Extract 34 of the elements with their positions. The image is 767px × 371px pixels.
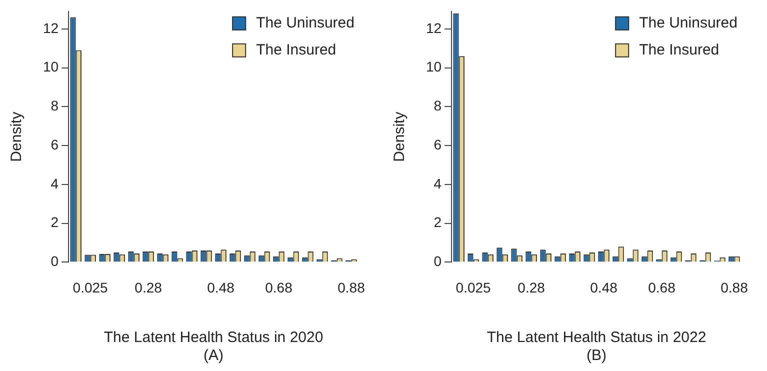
x-tick-label: 0.025: [456, 279, 492, 296]
y-tick-label: 0: [50, 253, 59, 270]
y-tick-label: 8: [50, 98, 59, 114]
y-tick-label: 8: [434, 98, 442, 114]
x-tick-label: 0.48: [207, 279, 235, 296]
x-axis-title: The Latent Health Status in 2020: [104, 329, 324, 346]
x-tick-label: 0.68: [648, 279, 676, 296]
x-tick-label: 0.68: [265, 279, 293, 296]
y-tick-label: 2: [50, 214, 59, 230]
y-tick-label: 12: [42, 20, 59, 36]
y-tick-label: 10: [42, 58, 59, 75]
x-tick-label: 0.28: [518, 279, 546, 296]
y-tick-label: 4: [434, 175, 442, 192]
x-tick-label: 0.88: [338, 279, 366, 296]
text: (A): [204, 347, 224, 364]
x-tick-label: 0.025: [72, 279, 108, 296]
y-axis-title: Density: [391, 111, 408, 162]
legend-label: The Uninsured: [639, 14, 738, 32]
x-tick-label: 0.88: [720, 279, 748, 296]
text: (B): [586, 347, 607, 364]
legend-label: The Insured: [256, 42, 336, 59]
y-tick-label: 10: [426, 58, 442, 75]
y-tick-label: 4: [50, 175, 59, 192]
y-axis-title: Density: [8, 111, 26, 162]
legend-label: The Uninsured: [256, 14, 354, 32]
y-tick-label: 12: [426, 20, 442, 36]
y-tick-label: 2: [434, 214, 442, 230]
x-tick-label: 0.48: [590, 279, 618, 296]
x-axis-title: The Latent Health Status in 2022: [486, 329, 706, 346]
y-tick-label: 0: [434, 253, 442, 270]
x-tick-label: 0.28: [134, 279, 162, 296]
legend-label: The Insured: [639, 42, 720, 59]
y-tick-label: 6: [434, 136, 442, 152]
y-tick-label: 6: [50, 136, 59, 152]
